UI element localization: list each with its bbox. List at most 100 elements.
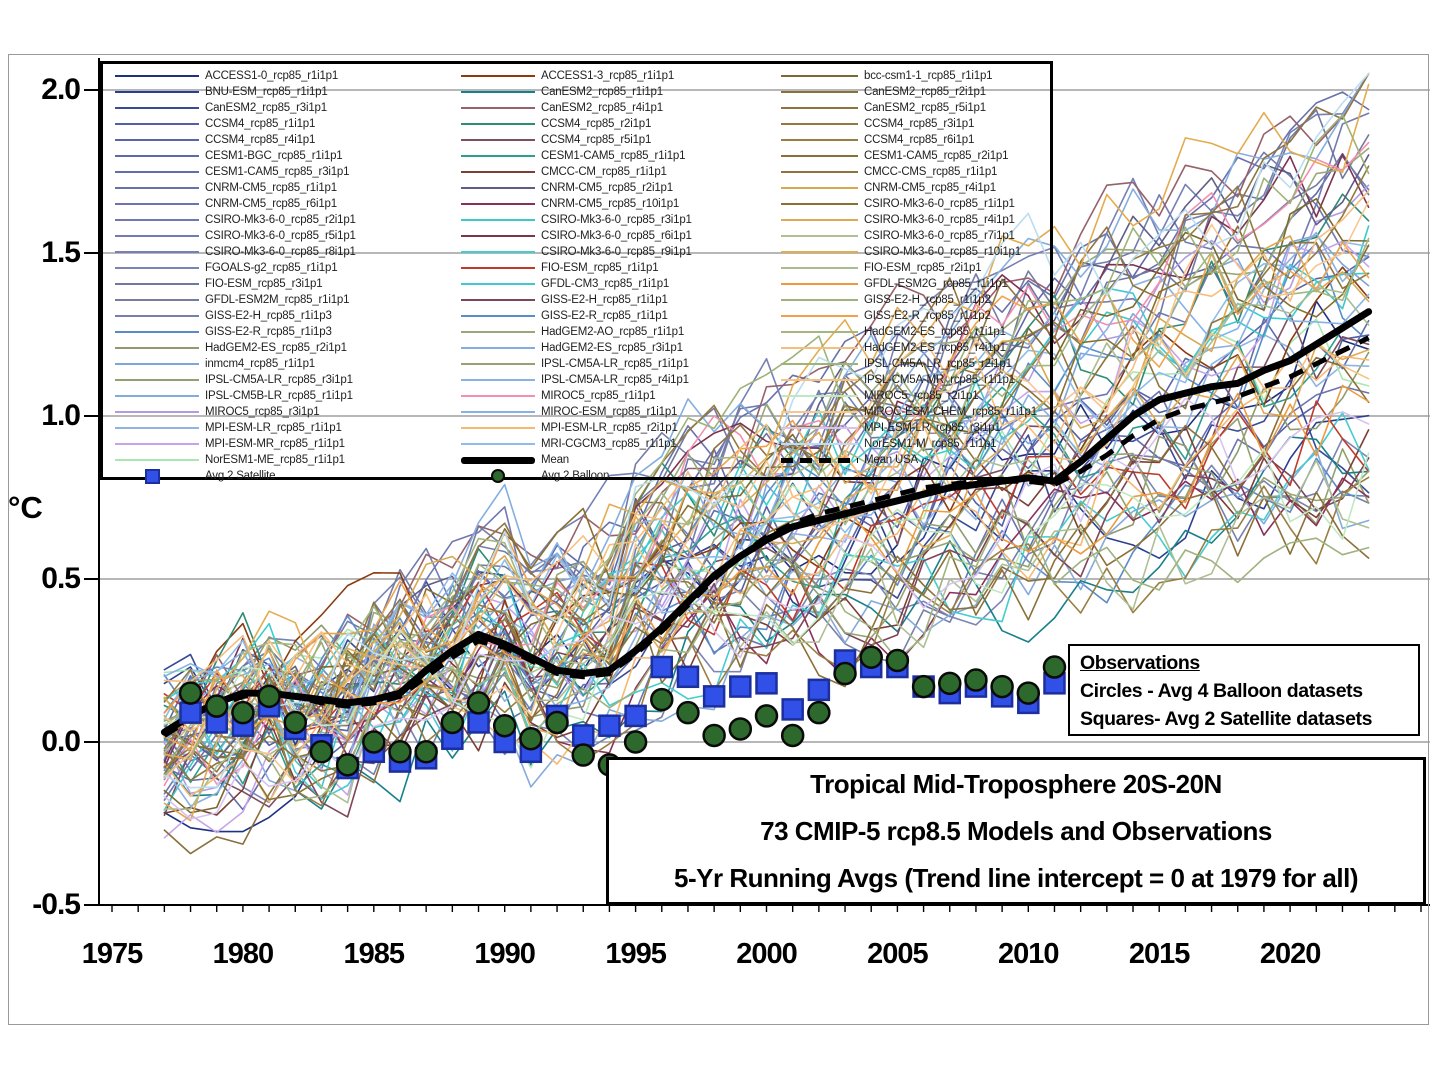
mean-line-swatch	[461, 456, 535, 464]
legend-line-swatch	[461, 314, 535, 318]
balloon-markers	[178, 645, 1067, 777]
legend-line-swatch	[115, 90, 199, 94]
observations-note-box: Observations Circles - Avg 4 Balloon dat…	[1068, 644, 1420, 736]
y-tick-label: -0.5	[32, 888, 81, 921]
legend-line-swatch	[461, 442, 535, 446]
balloon-circle-marker	[231, 700, 255, 725]
legend-line-swatch	[461, 346, 535, 350]
legend-entry-label: CMCC-CM_rcp85_r1i1p1	[541, 166, 667, 178]
balloon-circle-marker	[178, 681, 203, 705]
legend-entry-label: CanESM2_rcp85_r4i1p1	[541, 102, 663, 114]
legend-entry-label: IPSL-CM5A-LR_rcp85_r4i1p1	[541, 374, 689, 386]
legend-line-swatch	[781, 74, 858, 78]
legend-entry-label: IPSL-CM5A-LR_rcp85_r1i1p1	[541, 358, 689, 370]
model-run-line	[163, 72, 1370, 736]
legend-entry: GISS-E2-R_rcp85_r1i1p3	[115, 324, 356, 340]
y-axis-unit-label: °C	[8, 490, 43, 525]
legend-entry-label: CanESM2_rcp85_r3i1p1	[205, 102, 327, 114]
legend-entry: CNRM-CM5_rcp85_r4i1p1	[781, 180, 1037, 196]
legend-entry-label: ACCESS1-3_rcp85_r1i1p1	[541, 70, 675, 82]
legend-entry: Avg 2 Satellite	[115, 468, 356, 484]
legend-line-swatch	[115, 378, 199, 382]
legend-entry-label: CNRM-CM5_rcp85_r1i1p1	[205, 182, 337, 194]
legend-entry: MIROC5_rcp85_r3i1p1	[115, 404, 356, 420]
legend-line-swatch	[115, 282, 199, 286]
legend-entry-label: CNRM-CM5_rcp85_r10i1p1	[541, 198, 680, 210]
balloon-circle-marker	[911, 674, 936, 699]
model-run-line	[163, 256, 1370, 736]
balloon-circle-marker	[257, 684, 281, 709]
x-tick-label: 1995	[605, 938, 667, 970]
balloon-circle-marker	[388, 740, 412, 764]
legend-entry: CSIRO-Mk3-6-0_rcp85_r4i1p1	[781, 212, 1037, 228]
y-tick-label: 1.0	[41, 399, 81, 432]
model-run-line	[163, 190, 1370, 702]
legend-entry: Mean	[461, 452, 692, 468]
legend-line-swatch	[781, 106, 858, 110]
balloon-circle-marker	[204, 694, 229, 718]
legend-entry: CCSM4_rcp85_r1i1p1	[115, 116, 356, 132]
legend-entry-label: MIROC-ESM-CHEM_rcp85_r1i1p1	[864, 406, 1037, 418]
legend-line-swatch	[781, 234, 858, 238]
legend-column: bcc-csm1-1_rcp85_r1i1p1 CanESM2_rcp85_r2i…	[781, 68, 1037, 468]
legend-line-swatch	[115, 106, 199, 110]
legend-entry-label: MIROC5_rcp85_r1i1p1	[541, 390, 656, 402]
balloon-circle-marker	[885, 648, 910, 673]
model-run-line	[163, 153, 1370, 764]
legend-entry: HadGEM2-ES_rcp85_r2i1p1	[115, 340, 356, 356]
legend-entry: NorESM1-M_rcp85_r1i1p1	[781, 436, 1037, 452]
legend-line-swatch	[115, 122, 199, 126]
legend-entry-label: HadGEM2-AO_rcp85_r1i1p1	[541, 326, 685, 338]
model-run-line	[163, 459, 1370, 804]
chart-title-box: Tropical Mid-Troposphere 20S-20N 73 CMIP…	[606, 757, 1426, 905]
legend-entry-label: NorESM1-M_rcp85_r1i1p1	[864, 438, 997, 450]
legend-entry-label: Mean	[541, 454, 569, 466]
legend-entry: IPSL-CM5A-LR_rcp85_r2i1p1	[781, 356, 1037, 372]
legend-line-swatch	[461, 234, 535, 238]
legend-line-swatch	[781, 218, 858, 222]
balloon-circle-marker	[545, 710, 569, 735]
legend-line-swatch	[461, 106, 535, 110]
y-tick-label: 0.5	[41, 562, 81, 595]
model-run-line	[163, 141, 1370, 787]
legend-entry-label: GFDL-CM3_rcp85_r1i1p1	[541, 278, 670, 290]
legend-entry-label: CNRM-CM5_rcp85_r2i1p1	[541, 182, 673, 194]
legend-line-swatch	[115, 74, 199, 78]
legend-entry-label: MPI-ESM-LR_rcp85_r1i1p1	[205, 422, 342, 434]
balloon-circle-marker	[780, 723, 805, 748]
legend-entry-label: CESM1-CAM5_rcp85_r1i1p1	[541, 150, 686, 162]
legend-line-swatch	[781, 266, 858, 270]
legend-line-swatch	[115, 362, 199, 366]
legend-entry-label: MRI-CGCM3_rcp85_r1i1p1	[541, 438, 677, 450]
legend-entry-label: CESM1-BGC_rcp85_r1i1p1	[205, 150, 343, 162]
legend-entry: CSIRO-Mk3-6-0_rcp85_r5i1p1	[115, 228, 356, 244]
legend-line-swatch	[115, 314, 199, 318]
balloon-circle-marker	[623, 730, 648, 754]
legend-line-swatch	[115, 186, 199, 190]
legend-line-swatch	[115, 218, 199, 222]
legend-line-swatch	[461, 362, 535, 366]
legend-entry-label: CMCC-CMS_rcp85_r1i1p1	[864, 166, 998, 178]
legend-entry-label: CSIRO-Mk3-6-0_rcp85_r7i1p1	[864, 230, 1015, 242]
legend-entry: CMCC-CM_rcp85_r1i1p1	[461, 164, 692, 180]
legend-entry-label: ACCESS1-0_rcp85_r1i1p1	[205, 70, 339, 82]
legend-entry: GFDL-ESM2M_rcp85_r1i1p1	[115, 292, 356, 308]
balloon-circle-marker	[807, 700, 831, 725]
legend-entry: CanESM2_rcp85_r1i1p1	[461, 84, 692, 100]
legend-entry-label: CNRM-CM5_rcp85_r6i1p1	[205, 198, 337, 210]
legend-line-swatch	[461, 138, 535, 142]
legend-entry-label: Avg 2 Balloon	[541, 470, 610, 482]
balloon-circle-marker	[754, 704, 779, 728]
legend-line-swatch	[781, 202, 858, 206]
legend-entry-label: CSIRO-Mk3-6-0_rcp85_r9i1p1	[541, 246, 692, 258]
legend-entry-label: CCSM4_rcp85_r1i1p1	[205, 118, 316, 130]
legend-entry-label: GISS-E2-R_rcp85_r1i1p3	[205, 326, 332, 338]
balloon-circle-marker	[571, 743, 595, 767]
legend-entry-label: FIO-ESM_rcp85_r3i1p1	[205, 278, 323, 290]
balloon-circle-marker	[964, 668, 988, 692]
legend-line-swatch	[115, 410, 199, 414]
legend-entry-label: CNRM-CM5_rcp85_r4i1p1	[864, 182, 996, 194]
x-tick-label: 1985	[343, 938, 406, 970]
legend-entry: GISS-E2-H_rcp85_r1i1p2	[781, 292, 1037, 308]
legend-line-swatch	[781, 378, 858, 382]
